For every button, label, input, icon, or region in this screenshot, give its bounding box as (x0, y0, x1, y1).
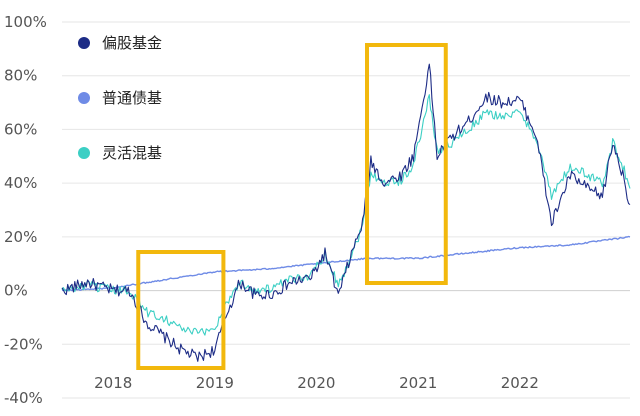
x-tick-label: 2020 (297, 374, 335, 392)
y-tick-label: 40% (4, 174, 37, 192)
x-tick-label: 2022 (501, 374, 539, 392)
y-tick-label: -40% (4, 389, 43, 407)
series-line-偏股基金 (61, 63, 631, 362)
y-tick-label: 80% (4, 67, 37, 85)
legend-marker (78, 37, 90, 49)
legend-marker (78, 147, 90, 159)
y-tick-label: 60% (4, 120, 37, 138)
legend-label: 偏股基金 (102, 34, 162, 52)
highlight-box (136, 250, 226, 370)
legend-label: 灵活混基 (102, 144, 162, 162)
legend-label: 普通债基 (102, 89, 162, 107)
y-tick-label: 100% (4, 13, 47, 31)
series-line-灵活混基 (61, 94, 631, 336)
series-line-普通债基 (62, 235, 631, 292)
x-tick-label: 2019 (196, 374, 234, 392)
x-tick-label: 2021 (399, 374, 437, 392)
y-tick-label: 0% (4, 282, 28, 300)
x-tick-label: 2018 (94, 374, 132, 392)
highlight-box (365, 43, 448, 285)
y-tick-label: 20% (4, 228, 37, 246)
legend-marker (78, 92, 90, 104)
y-tick-label: -20% (4, 335, 43, 353)
